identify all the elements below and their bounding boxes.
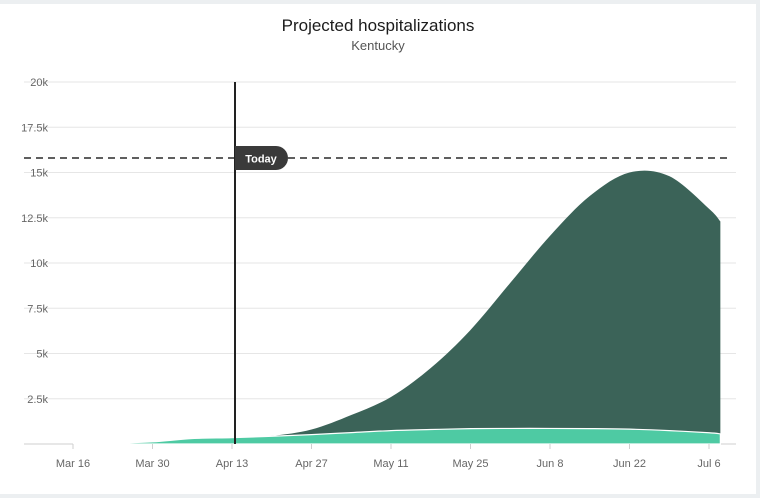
x-tick-label: May 11 <box>373 458 408 470</box>
y-tick-label: 20k <box>30 77 48 89</box>
y-tick-label: 7.5k <box>27 303 48 315</box>
today-badge: Today <box>235 146 288 171</box>
x-tick-label: Jun 8 <box>537 458 564 470</box>
y-tick-label: 12.5k <box>21 213 48 225</box>
series-area-1 <box>73 170 721 444</box>
x-tick-label: Apr 13 <box>216 458 248 470</box>
x-tick-label: Mar 30 <box>135 458 169 470</box>
y-tick-label: 10k <box>30 258 48 270</box>
series-area-2 <box>72 427 721 445</box>
chart-title: Projected hospitalizations <box>281 16 475 35</box>
y-tick-label: 15k <box>30 168 48 180</box>
x-tick-label: Mar 16 <box>56 458 90 470</box>
today-label: Today <box>245 154 277 166</box>
x-tick-label: Jun 22 <box>613 458 646 470</box>
y-tick-label: 17.5k <box>21 122 48 134</box>
x-tick-label: Apr 27 <box>295 458 327 470</box>
x-tick-label: May 25 <box>452 458 488 470</box>
x-tick-label: Jul 6 <box>697 458 720 470</box>
chart-subtitle: Kentucky <box>351 38 405 53</box>
y-tick-label: 5k <box>36 349 48 361</box>
today-badge-shape <box>235 146 288 171</box>
y-tick-label: 2.5k <box>27 394 48 406</box>
